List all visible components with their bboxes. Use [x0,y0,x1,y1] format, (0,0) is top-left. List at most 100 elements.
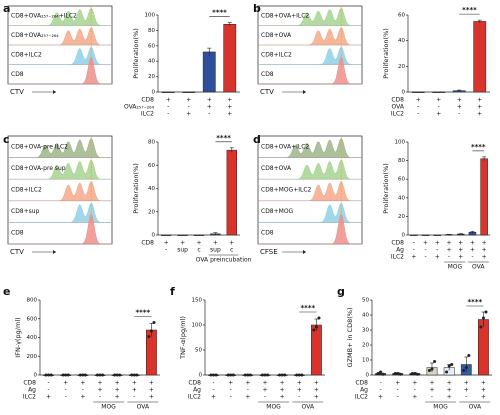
group-label: MOG [433,404,448,411]
table-cell: + [115,387,120,394]
bar [223,23,237,93]
data-point [44,373,48,377]
data-point [283,373,287,377]
table-cell: + [464,380,469,387]
histogram-label: CD8+MOG [261,208,294,215]
significance: **** [136,309,151,317]
data-point [393,372,397,375]
table-cell: + [262,387,267,394]
table-cell: + [229,240,234,247]
bar [202,51,216,93]
table-cell: + [186,97,191,104]
table-cell: + [211,394,216,401]
table-cell: + [149,387,154,394]
table-cell: + [132,380,137,387]
table-cell: - [247,387,249,394]
bar [433,234,442,236]
histogram-label: CD8+OVA₂₅₇₋₂₆₄ [11,32,59,39]
table-cell: + [297,380,302,387]
row-label: ILC2 [188,394,201,401]
table-cell: + [63,380,68,387]
y-axis-label: TNF-α(pg/ml) [179,316,187,360]
bar [432,91,446,93]
table-cell: + [477,104,482,111]
data-point [212,373,216,377]
panel-letter: b [253,2,261,15]
table-cell: - [212,380,214,387]
table-cell: + [436,111,441,118]
table-cell: - [298,394,300,401]
group-label: OVA [472,264,485,271]
y-tick-label: 400 [27,335,38,341]
group-label: OVA [469,404,482,411]
data-point [379,370,383,374]
y-axis-label: Proliferation(%) [132,28,140,79]
bar [161,234,172,236]
data-point [447,364,451,368]
table-cell: + [446,247,451,254]
data-point [266,373,270,377]
data-point [314,325,318,329]
table-cell: + [227,104,232,111]
y-tick-label: 200 [27,354,38,360]
table-cell: + [457,97,462,104]
table-cell: - [212,387,214,394]
data-point [231,373,235,377]
table-cell: - [230,394,232,401]
panel-letter: a [3,2,10,15]
bar [410,234,418,236]
panel-letter: e [3,285,10,298]
y-tick-label: 0 [199,373,203,379]
significance: **** [462,6,477,14]
y-tick-label: 0 [402,90,406,96]
table-cell: + [447,387,452,394]
y-axis-label: Proliferation(%) [132,163,140,214]
row-label: CD8 [391,97,404,104]
data-point [226,373,230,377]
row-label: OVA₂₅₇₋₂₆₄ [124,104,155,111]
bar [421,234,430,236]
data-point [147,335,151,339]
bar [193,234,205,236]
data-point [135,373,139,377]
y-tick-label: 40 [398,38,405,44]
table-cell: + [132,387,137,394]
data-point [78,373,82,377]
row-label: Ag [360,387,368,394]
y-tick-label: 20 [362,343,369,349]
data-point [481,316,485,320]
panel-letter: g [337,285,345,298]
table-cell: + [115,380,120,387]
histogram-label: CD8+sup [11,208,40,215]
table-cell: - [448,254,450,261]
row-label: ILC2 [141,111,154,118]
table-cell: + [436,97,441,104]
y-tick-label: 0 [366,373,370,379]
table-cell: + [395,380,400,387]
axis-arrowhead [303,250,306,254]
table-cell: + [481,387,486,394]
histogram-label: CD8 [11,71,24,78]
data-point [479,325,483,329]
table-cell: - [99,394,101,401]
y-tick-label: 30 [362,328,369,334]
data-point [246,373,250,377]
y-tick-label: 20 [398,64,405,70]
y-tick-label: 40 [148,59,155,65]
y-tick-label: 20 [148,209,155,215]
table-cell: - [424,254,426,261]
y-tick-label: 50 [195,348,202,354]
bar [177,234,188,236]
row-label: CD8 [391,240,404,247]
table-cell: - [436,247,438,254]
table-cell: + [80,394,85,401]
table-cell: - [264,394,266,401]
table-cell: + [166,97,171,104]
table-cell: + [411,254,416,261]
y-tick-label: 20 [398,214,405,220]
panel-letter: d [253,133,261,146]
significance: **** [212,9,227,17]
table-cell: - [417,111,419,118]
group-label: MOG [448,264,463,271]
data-point [81,373,85,377]
